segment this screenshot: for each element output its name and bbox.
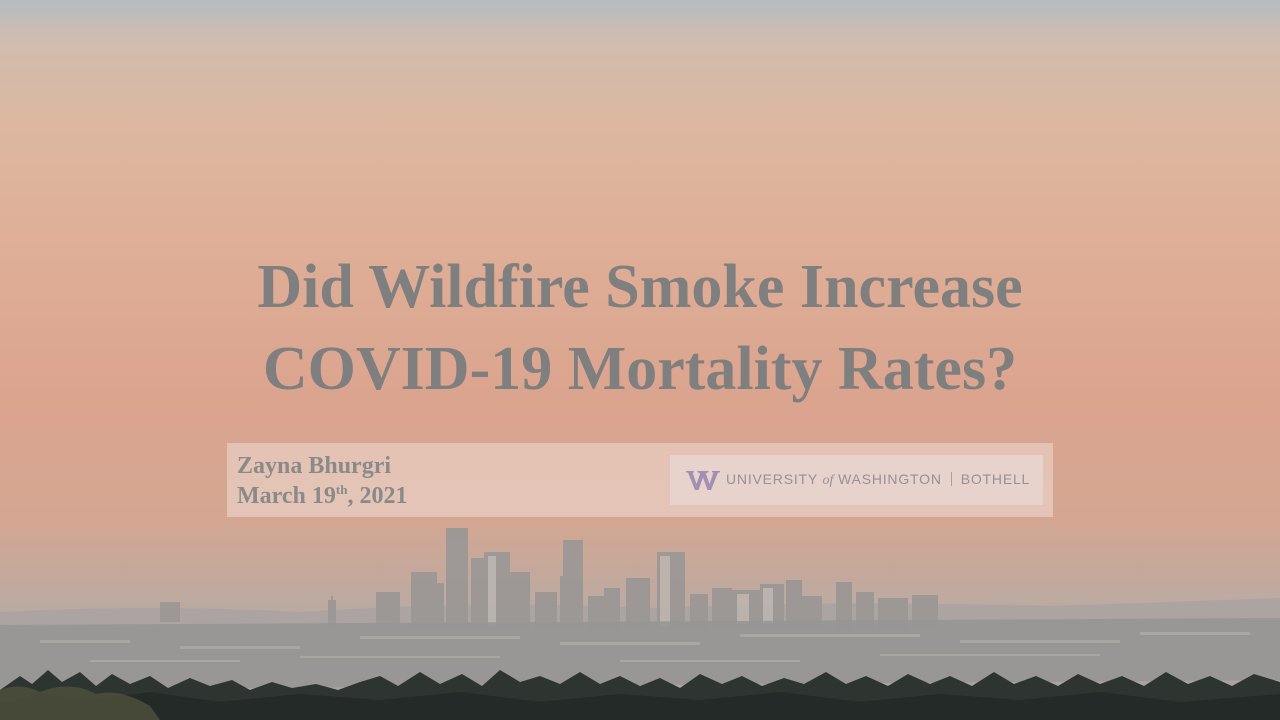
- date-ordinal-suffix: th: [335, 482, 348, 497]
- date-year: , 2021: [347, 483, 408, 509]
- logo-divider: [950, 472, 952, 486]
- presentation-date: March 19th, 2021: [237, 481, 407, 511]
- date-month-day: March 19: [237, 483, 336, 509]
- slide-title: Did Wildfire Smoke Increase COVID-19 Mor…: [140, 246, 1140, 410]
- logo-university: UNIVERSITY: [726, 471, 818, 487]
- author-name: Zayna Bhurgri: [237, 453, 392, 479]
- uw-bothell-logo: UNIVERSITY of WASHINGTON BOTHELL: [670, 455, 1043, 505]
- logo-of: of: [822, 473, 834, 488]
- uw-w-logo-icon: [686, 471, 720, 490]
- uw-bothell-wordmark: UNIVERSITY of WASHINGTON BOTHELL: [726, 471, 1030, 489]
- slide-title-line-2: COVID-19 Mortality Rates?: [262, 335, 1018, 403]
- author-info-bar: Zayna Bhurgri March 19th, 2021 UNIVERSIT…: [227, 443, 1053, 517]
- author-block: Zayna Bhurgri March 19th, 2021: [237, 451, 407, 511]
- slide-title-line-1: Did Wildfire Smoke Increase: [257, 253, 1023, 321]
- logo-campus: BOTHELL: [960, 471, 1031, 487]
- logo-washington: WASHINGTON: [838, 471, 942, 487]
